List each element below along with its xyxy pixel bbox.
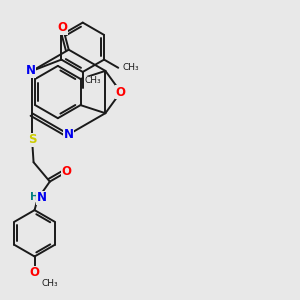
Text: O: O xyxy=(58,21,68,34)
Text: O: O xyxy=(61,165,71,178)
Text: N: N xyxy=(37,191,47,204)
Text: H: H xyxy=(30,192,38,202)
Text: N: N xyxy=(64,128,74,141)
Text: N: N xyxy=(26,64,36,77)
Text: O: O xyxy=(116,85,126,98)
Text: CH₃: CH₃ xyxy=(84,76,101,85)
Text: O: O xyxy=(30,266,40,279)
Text: S: S xyxy=(28,134,36,146)
Text: CH₃: CH₃ xyxy=(41,279,58,288)
Text: CH₃: CH₃ xyxy=(123,63,139,72)
